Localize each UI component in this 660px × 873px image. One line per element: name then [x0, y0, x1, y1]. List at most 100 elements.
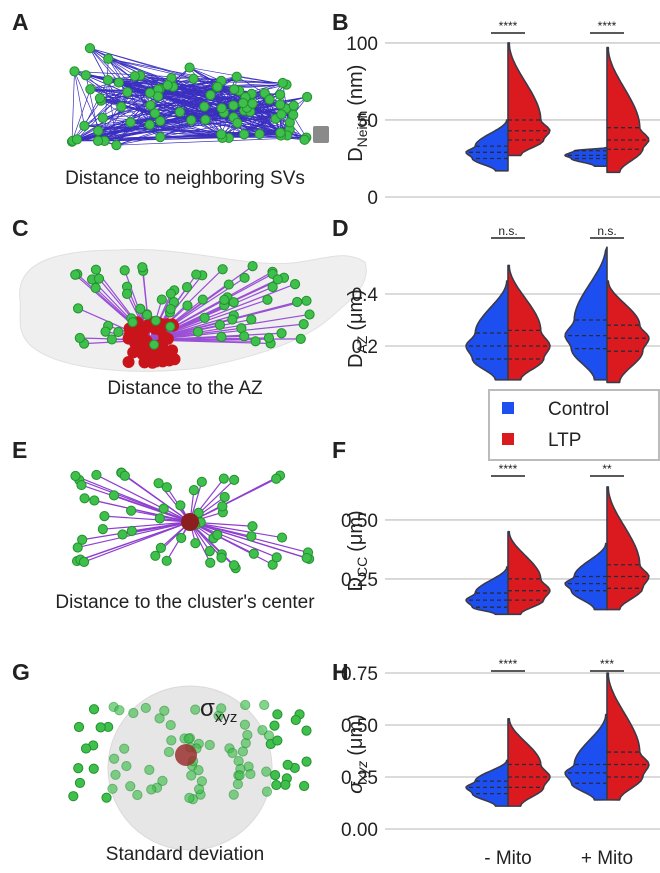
vesicle — [149, 108, 161, 119]
link — [98, 130, 307, 138]
vesicle — [121, 288, 133, 300]
vesicle — [117, 529, 128, 540]
vesicle — [163, 746, 175, 758]
vesicle — [257, 725, 268, 736]
y-label-sub: Neigh — [354, 111, 370, 148]
panel-letter: A — [12, 9, 29, 35]
vesicle — [292, 296, 303, 308]
link — [71, 89, 91, 142]
vesicle — [101, 792, 112, 803]
vesicle — [234, 770, 245, 781]
vesicle — [204, 739, 215, 751]
violin-half — [465, 280, 509, 381]
vesicle — [74, 777, 86, 789]
sigma: σ — [200, 695, 215, 722]
legend-label: Control — [548, 399, 609, 420]
vesicle — [228, 297, 239, 308]
vesicle — [135, 303, 146, 314]
vesicle — [275, 89, 286, 100]
y-label-sub: AZ — [354, 335, 370, 353]
vesicle — [174, 106, 185, 118]
vesicle — [217, 264, 228, 275]
vesicle — [155, 115, 166, 127]
link — [116, 103, 253, 146]
vesicle — [245, 768, 256, 780]
vesicle — [229, 474, 240, 486]
link — [81, 484, 191, 523]
violin-half — [606, 672, 650, 801]
vesicle — [262, 294, 273, 305]
vesicle — [196, 476, 207, 487]
y-axis-label: DAZ (μm) — [345, 289, 370, 368]
vesicle — [267, 281, 278, 293]
link — [108, 58, 222, 82]
vesicle — [150, 550, 161, 561]
vesicle — [113, 326, 124, 338]
vesicle — [247, 521, 258, 532]
link — [118, 82, 229, 139]
vesicle — [301, 756, 312, 767]
vesicle — [191, 269, 202, 280]
violin-half — [606, 486, 650, 611]
link — [189, 478, 277, 523]
vesicle — [276, 328, 287, 339]
link — [71, 71, 75, 142]
vesicle — [80, 743, 92, 754]
link — [84, 79, 109, 127]
vesicle — [119, 470, 130, 481]
panel-letter: D — [332, 215, 349, 241]
vesicle — [73, 763, 84, 774]
vesicle — [216, 552, 227, 563]
vesicle — [301, 552, 312, 564]
vesicle — [271, 473, 282, 484]
vesicle — [299, 134, 310, 145]
vesicle — [116, 101, 127, 112]
vesicle — [239, 272, 250, 283]
vesicle — [239, 129, 250, 140]
vesicle — [165, 719, 176, 731]
vesicle — [88, 763, 99, 774]
y-tick-label: 0.2 — [352, 337, 378, 358]
vesicle — [161, 555, 172, 566]
vesicle — [238, 97, 249, 109]
vesicle — [227, 747, 238, 759]
vesicle — [200, 114, 211, 125]
vesicle — [232, 779, 243, 790]
link — [96, 474, 191, 523]
link — [84, 91, 128, 127]
vesicle — [90, 282, 101, 294]
link — [116, 114, 282, 146]
link — [124, 475, 191, 523]
panel-letter: B — [332, 9, 349, 35]
y-label-unit: (nm) — [345, 65, 367, 106]
caption: Standard deviation — [106, 844, 264, 865]
violin-half — [465, 566, 509, 616]
vesicle — [199, 312, 210, 323]
vesicle — [68, 791, 79, 802]
vesicle — [219, 491, 230, 503]
vesicle — [144, 119, 155, 130]
vesicle — [188, 73, 199, 84]
vesicle — [119, 265, 130, 276]
violin-half — [507, 42, 551, 157]
vesicle — [190, 704, 201, 715]
link — [72, 92, 151, 142]
vesicle — [72, 303, 84, 314]
vesicle — [80, 70, 91, 81]
center — [181, 513, 199, 531]
panel-letter: F — [332, 437, 346, 463]
vesicle — [289, 279, 301, 290]
vesicle — [261, 766, 272, 777]
vesicle — [240, 699, 251, 711]
link — [85, 74, 192, 121]
x-tick-label: + Mito — [581, 848, 633, 869]
link — [99, 97, 156, 114]
vesicle — [153, 478, 164, 489]
y-tick-label: 0.4 — [352, 285, 379, 306]
vesicle — [157, 775, 168, 786]
vesicle — [231, 71, 242, 82]
y-label-main: D — [345, 577, 367, 591]
vesicle — [182, 300, 193, 311]
link — [140, 75, 244, 104]
